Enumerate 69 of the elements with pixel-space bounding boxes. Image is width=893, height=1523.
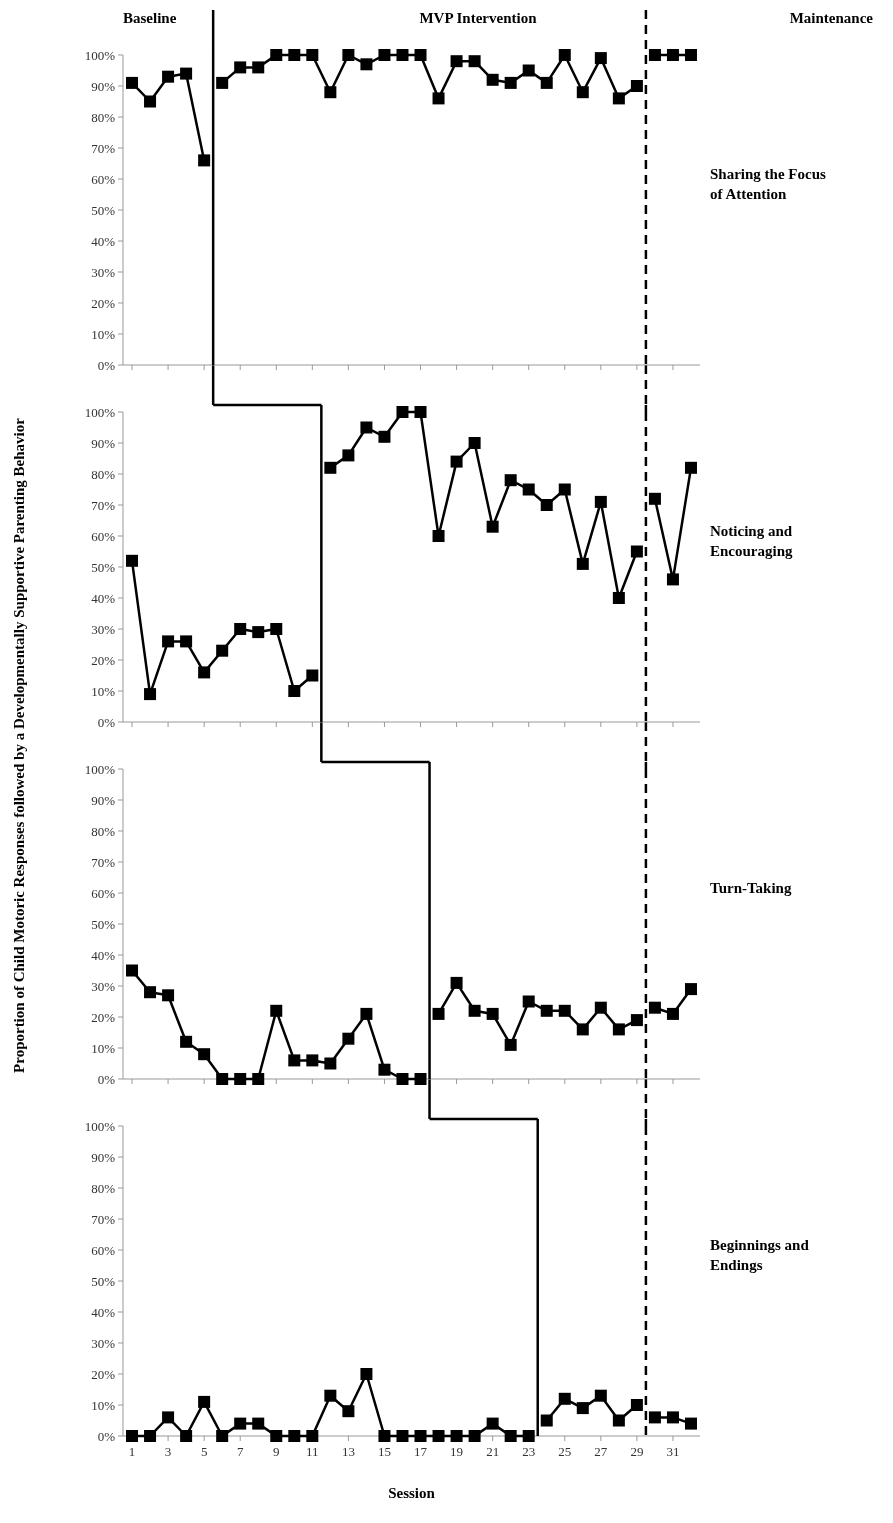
y-tick-label: 20% [91,295,116,311]
y-axis-title: Proportion of Child Motoric Responses followed by a Developmentally Supportive Parenting Behavior [11,417,27,1073]
y-tick-label: 70% [91,1211,116,1227]
y-tick-label: 90% [91,435,116,451]
text: Maintenance [789,10,874,26]
text: Baseline [123,10,177,26]
y-tick-label: 80% [91,109,116,125]
x-tick-label: 17 [414,1444,428,1459]
y-tick-label: 50% [91,202,116,218]
x-tick-label: 7 [236,1444,244,1459]
y-tick-label: 40% [91,1304,116,1320]
y-tick-label: 20% [91,1366,116,1382]
x-tick-label: 21 [486,1444,500,1459]
y-tick-label: 60% [91,171,116,187]
y-tick-label: 30% [91,978,116,994]
x-tick-label: 25 [558,1444,572,1459]
y-tick-label: 10% [91,326,116,342]
y-tick-label: 50% [91,916,116,932]
y-tick-label: 10% [91,683,116,699]
text: Sharing the Focus of Attention [710,166,827,202]
y-tick-label: 0% [97,714,116,730]
y-tick-label: 70% [91,497,116,513]
y-tick-label: 0% [97,1428,116,1444]
y-tick-label: 0% [97,1071,116,1087]
x-tick-label: 3 [164,1444,172,1459]
text: Beginnings and Endings [710,1237,810,1273]
y-tick-label: 90% [91,792,116,808]
y-tick-label: 40% [91,590,116,606]
y-tick-label: 80% [91,823,116,839]
text: Turn-Taking [710,880,792,896]
x-tick-label: 5 [200,1444,208,1459]
y-tick-label: 10% [91,1040,116,1056]
y-tick-label: 100% [84,761,116,777]
y-tick-label: 100% [84,404,116,420]
y-tick-label: 60% [91,1242,116,1258]
text: MVP Intervention [419,10,538,26]
y-tick-label: 30% [91,264,116,280]
y-tick-label: 60% [91,885,116,901]
y-tick-label: 100% [84,47,116,63]
y-tick-label: 40% [91,947,116,963]
x-tick-label: 15 [377,1444,391,1459]
y-tick-label: 50% [91,559,116,575]
y-tick-label: 10% [91,1397,116,1413]
y-tick-label: 100% [84,1118,116,1134]
y-tick-label: 0% [97,357,116,373]
y-tick-label: 70% [91,854,116,870]
x-tick-label: 29 [630,1444,644,1459]
x-tick-label: 13 [341,1444,355,1459]
y-tick-label: 30% [91,1335,116,1351]
y-tick-label: 60% [91,528,116,544]
x-tick-label: 19 [450,1444,464,1459]
y-tick-label: 80% [91,466,116,482]
x-tick-label: 31 [666,1444,680,1459]
y-tick-label: 20% [91,1009,116,1025]
y-tick-label: 40% [91,233,116,249]
y-tick-label: 20% [91,652,116,668]
x-tick-label: 27 [594,1444,608,1459]
y-tick-label: 90% [91,1149,116,1165]
y-tick-label: 90% [91,78,116,94]
x-tick-label: 1 [128,1444,136,1459]
x-axis-title: Session [388,1485,436,1501]
x-tick-label: 9 [273,1444,280,1459]
y-tick-label: 50% [91,1273,116,1289]
y-tick-label: 70% [91,140,116,156]
x-tick-label: 23 [522,1444,536,1459]
y-tick-label: 30% [91,621,116,637]
y-tick-label: 80% [91,1180,116,1196]
text: Noticing and Encouraging [710,523,794,559]
x-tick-label: 11 [306,1444,319,1459]
